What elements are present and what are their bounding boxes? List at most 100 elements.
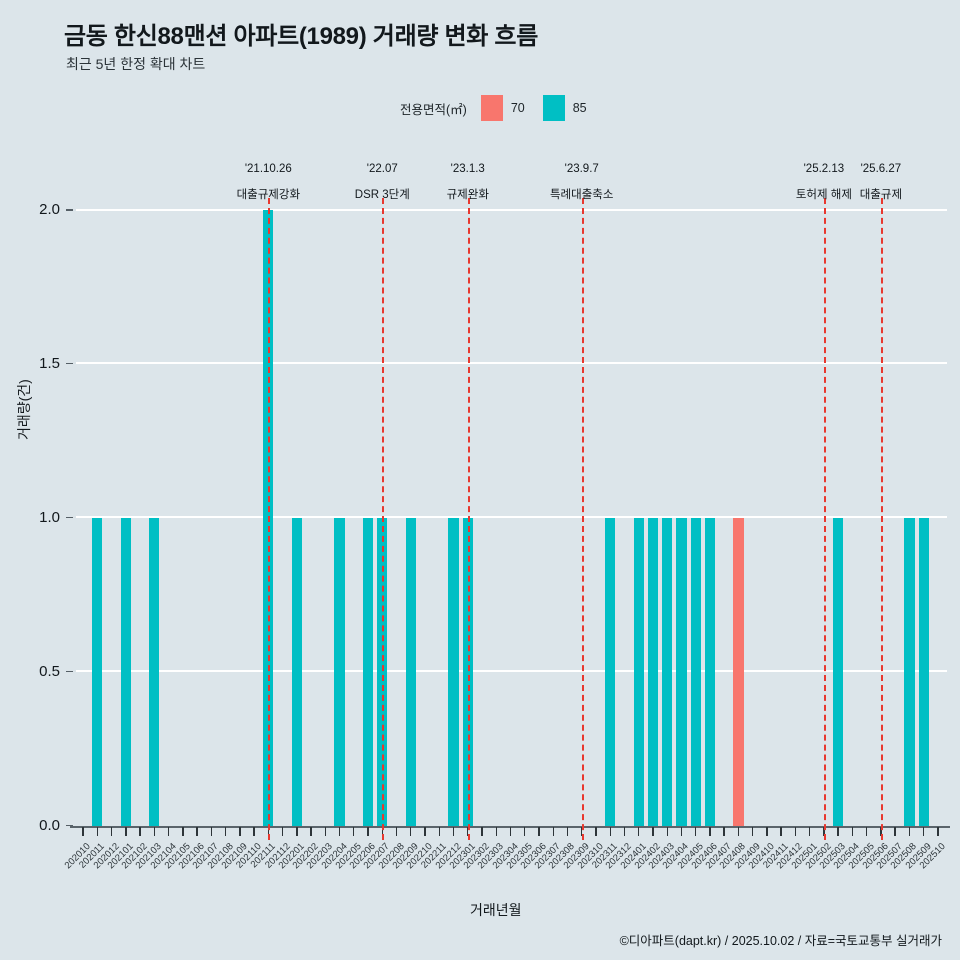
x-tick-mark — [153, 827, 156, 836]
x-tick-mark — [182, 827, 184, 836]
legend-title: 전용면적(㎡) — [400, 102, 467, 117]
x-tick-mark — [310, 827, 312, 836]
bar — [676, 517, 687, 826]
x-tick-mark — [595, 827, 597, 836]
x-tick-mark — [794, 827, 797, 836]
x-tick-mark — [96, 827, 99, 836]
x-tick-mark — [623, 827, 626, 836]
bar — [605, 517, 616, 826]
x-tick-mark — [524, 827, 526, 836]
x-tick-mark — [552, 827, 554, 836]
x-tick-mark — [224, 827, 227, 836]
x-tick-mark — [82, 827, 84, 836]
bar — [690, 517, 701, 826]
x-tick-mark — [937, 827, 939, 836]
x-tick-mark — [880, 827, 882, 836]
annotation-line — [268, 198, 271, 840]
y-tick-label: 2.0 — [39, 201, 60, 218]
gridline — [76, 670, 947, 673]
y-tick-mark — [66, 209, 73, 211]
bar — [405, 517, 416, 826]
x-tick-mark — [737, 827, 740, 836]
page-subtitle: 최근 5년 한정 확대 차트 — [66, 56, 206, 72]
x-tick-mark — [680, 827, 683, 836]
annotation-date: '25.6.27 — [860, 163, 902, 175]
x-tick-mark — [481, 827, 483, 836]
x-tick-mark — [452, 827, 455, 836]
x-tick-mark — [766, 827, 768, 836]
x-tick-mark — [296, 827, 298, 836]
x-tick-mark — [609, 827, 611, 836]
x-tick-mark — [395, 827, 398, 836]
x-tick-mark — [865, 827, 868, 836]
x-tick-mark — [709, 827, 711, 836]
x-tick-mark — [239, 827, 241, 836]
x-tick-mark — [167, 827, 170, 836]
y-tick-label: 0.5 — [39, 662, 60, 680]
annotation-line — [467, 198, 470, 840]
x-tick-mark — [495, 827, 497, 836]
x-tick-mark — [139, 827, 141, 836]
x-tick-mark — [851, 827, 854, 836]
annotation-label: 토허제 해제 — [795, 189, 852, 201]
bar — [362, 517, 374, 826]
annotation-label: 대출규제강화 — [236, 189, 301, 201]
y-tick-label: 0.0 — [39, 816, 60, 834]
x-tick-mark — [723, 827, 725, 836]
bar — [733, 517, 744, 826]
x-tick-mark — [638, 827, 640, 836]
y-tick-label: 1.0 — [39, 508, 60, 526]
x-tick-mark — [509, 827, 512, 836]
x-tick-mark — [410, 827, 412, 836]
y-tick-label: 1.5 — [39, 354, 60, 372]
annotation-date: '23.1.3 — [450, 163, 485, 175]
x-tick-mark — [353, 827, 355, 836]
bar — [149, 517, 160, 826]
annotation-date: '23.9.7 — [564, 163, 599, 175]
x-tick-mark — [808, 827, 811, 836]
bar — [662, 517, 673, 826]
x-tick-mark — [367, 827, 369, 836]
bar — [448, 517, 459, 826]
x-tick-mark — [823, 827, 825, 836]
x-axis-line — [70, 826, 950, 828]
bar — [633, 517, 644, 826]
legend-swatch-85 — [542, 95, 565, 121]
x-tick-mark — [338, 827, 341, 836]
y-tick-mark — [66, 670, 73, 673]
annotation-line — [382, 198, 385, 840]
bar — [918, 517, 929, 826]
gridline — [76, 362, 947, 365]
bar — [291, 517, 302, 826]
x-tick-mark — [267, 827, 269, 836]
legend-label-85: 85 — [572, 101, 587, 115]
annotation-date: '21.10.26 — [244, 163, 292, 175]
footer-credit: ©디아파트(dapt.kr) / 2025.10.02 / 자료=국토교통부 실… — [619, 934, 942, 948]
bar — [647, 517, 659, 826]
y-tick-mark — [66, 516, 73, 519]
x-tick-mark — [566, 827, 569, 836]
gridline — [76, 516, 947, 519]
y-axis-label: 거래량(건) — [16, 379, 32, 440]
x-tick-mark — [894, 827, 896, 836]
x-tick-mark — [424, 827, 426, 836]
x-tick-mark — [922, 827, 925, 836]
bar — [334, 517, 345, 826]
annotation-label: 대출규제 — [859, 189, 903, 201]
x-tick-mark — [751, 827, 754, 836]
annotation-label: DSR 3단계 — [354, 189, 410, 201]
x-tick-mark — [381, 827, 383, 836]
bar — [833, 517, 844, 826]
x-tick-mark — [110, 827, 113, 836]
x-tick-mark — [908, 827, 911, 836]
annotation-label: 특례대출축소 — [549, 189, 614, 201]
annotation-line — [581, 198, 584, 840]
x-tick-mark — [125, 827, 127, 836]
annotation-line — [880, 198, 883, 840]
x-tick-mark — [253, 827, 255, 836]
bar — [92, 517, 103, 826]
chart-legend: 전용면적(㎡) 70 85 — [400, 95, 597, 121]
x-tick-mark — [538, 827, 540, 836]
x-tick-mark — [652, 827, 654, 836]
